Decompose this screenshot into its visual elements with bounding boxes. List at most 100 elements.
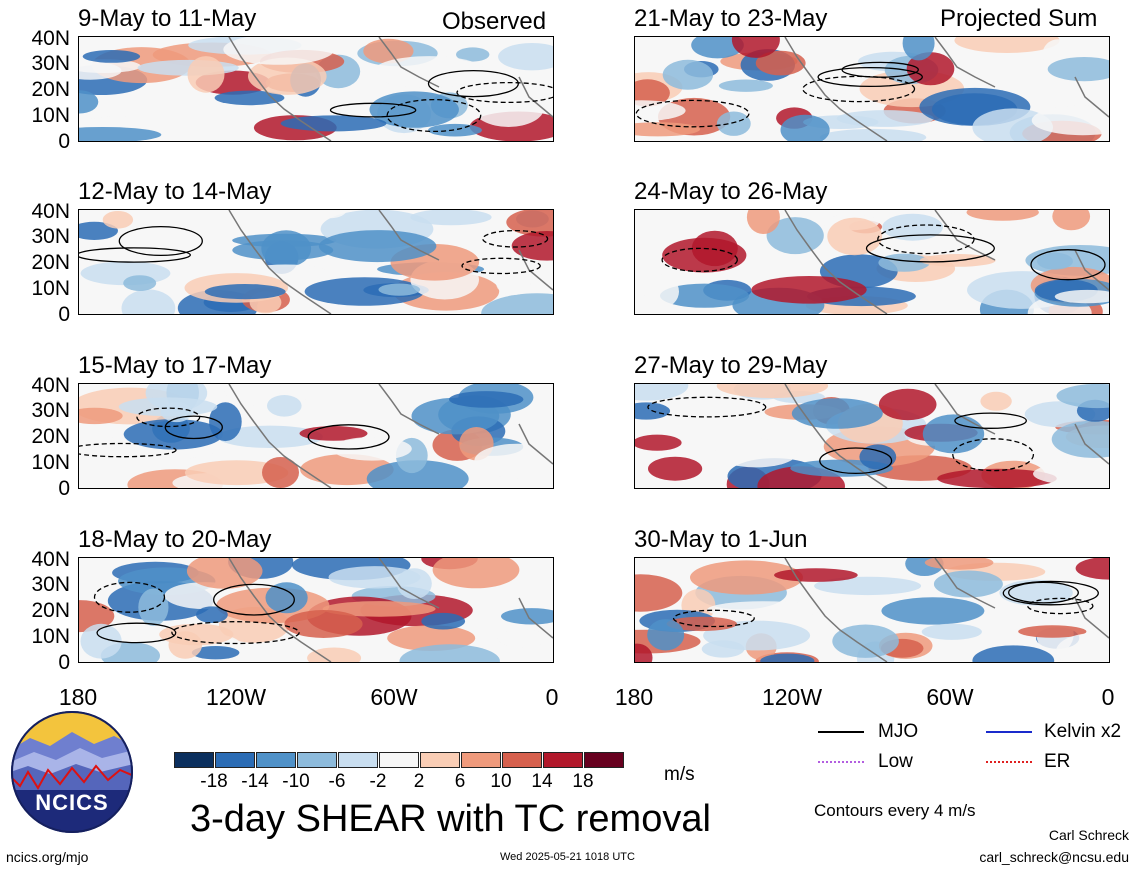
shear-blob [819,128,927,141]
shear-blob [265,582,308,614]
mjo-contour [329,102,417,118]
shear-field [635,384,1109,488]
shear-blob [184,460,289,486]
shear-blob [972,108,1053,141]
lat-label-40n: 40N [31,374,70,397]
colorbar-tick: 18 [572,771,594,792]
shear-blob [635,574,683,612]
lon-label-60w-right: 60W [926,684,974,710]
map-panel-1 [78,36,554,142]
map-panel-5 [634,36,1110,142]
panel-title-8: 30-May to 1-Jun [634,526,808,553]
mjo-contour [647,396,767,418]
mjo-contour [461,257,541,275]
footer-timestamp: Wed 2025-05-21 1018 UTC [500,851,635,863]
shear-blob [718,79,773,92]
shear-blob [635,79,670,107]
panel-corner-projected: Projected Sum [940,5,1098,32]
mjo-contour [79,442,177,458]
colorbar-bin-5 [338,752,378,768]
shear-blob [827,217,883,256]
lat-label-40n: 40N [31,200,70,223]
lat-label-10n: 10N [31,451,70,474]
shear-blob [836,110,934,127]
shear-blob [506,210,553,237]
shear-blob [751,276,867,304]
colorbar-tick: 10 [490,771,512,792]
shear-blob [123,275,157,291]
lat-label-10n: 10N [31,104,70,127]
mjo-contour [213,583,295,616]
logo-graphic [11,711,133,833]
shear-blob [766,217,824,255]
shear-blob [966,210,1039,221]
shear-blob [481,293,553,314]
mjo-contour [136,407,201,428]
mjo-contour [819,447,893,475]
lon-label-120w-right: 120W [761,684,823,710]
colorbar-bin-3 [256,752,296,768]
mjo-contour [386,98,482,133]
shear-blob [456,47,490,62]
panel-title-5: 21-May to 23-May [634,5,828,32]
coastline [784,384,1109,488]
shear-blob [731,37,780,58]
mjo-contour [93,581,166,613]
footer-url: ncics.org/mjo [6,849,89,865]
shear-blob [1047,57,1109,82]
coastline [228,558,553,662]
shear-blob [102,211,134,229]
shear-field [635,37,1109,141]
shear-blob [662,59,714,90]
shear-blob [363,38,414,64]
lat-label-20n: 20N [31,599,70,622]
shear-field [635,558,1109,662]
shear-blob [760,653,815,662]
mjo-contour [96,622,177,644]
mjo-contour [307,424,390,450]
shear-blob [1056,632,1109,662]
shear-blob [428,123,482,137]
shear-blob [1054,289,1109,304]
shear-blob [1018,625,1087,638]
shear-blob [473,88,545,127]
coastline [784,210,1109,314]
shear-blob [217,425,323,448]
shear-blob [832,624,899,658]
shear-blob [332,437,412,461]
shear-blob [187,56,225,93]
mjo-contour [865,234,995,263]
shear-blob [138,588,169,626]
shear-blob [121,289,176,314]
colorbar-tick: -14 [241,771,269,792]
legend-kelvin-line [986,731,1032,733]
mjo-contour [635,99,750,128]
panel-title-7: 27-May to 29-May [634,352,828,379]
shear-blob [957,217,988,237]
colorbar-tick: -2 [369,771,387,792]
legend-low-label: Low [878,751,913,772]
shear-blob [79,407,123,425]
shear-blob [209,402,242,442]
colorbar-tick: 2 [413,771,425,792]
shear-blob [284,610,363,638]
lat-label-40n: 40N [31,27,70,50]
lat-label-0: 0 [58,303,70,326]
shear-blob [972,645,1055,662]
coastline [784,37,1109,141]
footer-author: Carl Schreck [1048,827,1129,843]
shear-blob [396,568,432,599]
shear-blob [647,619,685,651]
shear-blob [307,647,362,662]
mjo-contour [877,224,975,255]
mjo-contour [427,69,519,98]
coastline [228,384,553,488]
mjo-contour [1008,581,1079,604]
colorbar-bin-2 [215,752,255,768]
shear-blob [232,240,334,261]
shear-blob [432,558,520,589]
shear-blob [410,210,492,226]
panel-title-6: 24-May to 26-May [634,178,828,205]
shear-blob [1056,384,1109,409]
shear-blob [933,570,1003,598]
